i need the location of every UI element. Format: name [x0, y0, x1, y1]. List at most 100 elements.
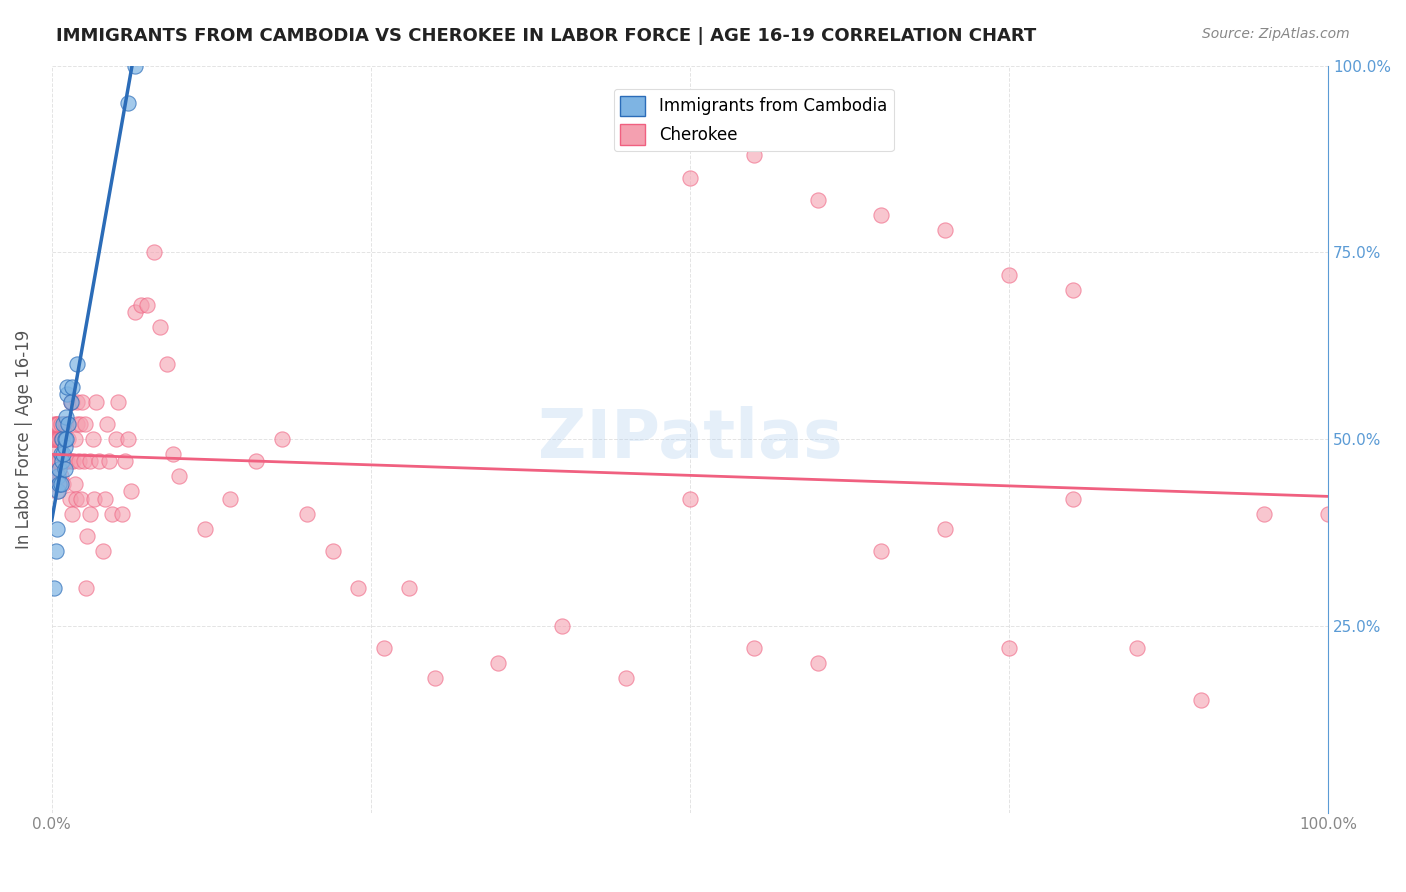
- Point: [79, 507, 101, 521]
- Point: [870, 544, 893, 558]
- Point: [998, 641, 1021, 656]
- Point: [149, 320, 172, 334]
- Point: [73, 417, 96, 431]
- Point: [44, 582, 66, 596]
- Point: [52, 432, 75, 446]
- Point: [42, 454, 65, 468]
- Point: [42, 469, 65, 483]
- Point: [42, 432, 65, 446]
- Point: [46, 417, 69, 431]
- Y-axis label: In Labor Force | Age 16-19: In Labor Force | Age 16-19: [15, 329, 32, 549]
- Point: [52, 447, 75, 461]
- Point: [48, 462, 70, 476]
- Point: [49, 417, 72, 431]
- Point: [742, 148, 765, 162]
- Point: [44, 469, 66, 483]
- Point: [806, 656, 828, 670]
- Text: R = 0.635   N = 26: R = 0.635 N = 26: [620, 98, 778, 116]
- Point: [398, 582, 420, 596]
- Point: [44, 417, 66, 431]
- Point: [742, 641, 765, 656]
- Point: [46, 484, 69, 499]
- Point: [129, 298, 152, 312]
- Point: [63, 476, 86, 491]
- Point: [104, 432, 127, 446]
- Point: [45, 462, 67, 476]
- Point: [53, 440, 76, 454]
- Text: Source: ZipAtlas.com: Source: ZipAtlas.com: [1202, 27, 1350, 41]
- Point: [219, 491, 242, 506]
- Point: [59, 394, 82, 409]
- Point: [72, 394, 94, 409]
- Point: [156, 357, 179, 371]
- Point: [69, 417, 91, 431]
- Point: [806, 193, 828, 207]
- Point: [998, 268, 1021, 282]
- Legend: Immigrants from Cambodia, Cherokee: Immigrants from Cambodia, Cherokee: [614, 89, 894, 152]
- Point: [94, 491, 117, 506]
- Point: [48, 476, 70, 491]
- Point: [45, 522, 67, 536]
- Point: [49, 476, 72, 491]
- Point: [117, 95, 139, 110]
- Point: [120, 484, 142, 499]
- Point: [44, 432, 66, 446]
- Point: [48, 432, 70, 446]
- Point: [58, 417, 80, 431]
- Point: [679, 170, 702, 185]
- Point: [124, 59, 146, 73]
- Point: [45, 454, 67, 468]
- Point: [45, 432, 67, 446]
- Point: [44, 447, 66, 461]
- Point: [53, 417, 76, 431]
- Point: [98, 454, 121, 468]
- Text: ZIPatlas: ZIPatlas: [537, 406, 842, 472]
- Point: [56, 454, 79, 468]
- Point: [70, 491, 93, 506]
- Point: [45, 432, 67, 446]
- Point: [49, 432, 72, 446]
- Text: IMMIGRANTS FROM CAMBODIA VS CHEROKEE IN LABOR FORCE | AGE 16-19 CORRELATION CHAR: IMMIGRANTS FROM CAMBODIA VS CHEROKEE IN …: [56, 27, 1036, 45]
- Point: [322, 544, 344, 558]
- Point: [270, 432, 292, 446]
- Point: [124, 305, 146, 319]
- Point: [56, 380, 79, 394]
- Point: [1062, 491, 1084, 506]
- Point: [46, 469, 69, 483]
- Point: [62, 454, 84, 468]
- Point: [59, 394, 82, 409]
- Point: [423, 671, 446, 685]
- Point: [58, 417, 80, 431]
- Point: [66, 417, 89, 431]
- Point: [1062, 283, 1084, 297]
- Point: [934, 522, 956, 536]
- Point: [934, 223, 956, 237]
- Point: [59, 454, 82, 468]
- Point: [1189, 693, 1212, 707]
- Point: [82, 432, 104, 446]
- Point: [86, 394, 108, 409]
- Point: [162, 447, 184, 461]
- Point: [63, 432, 86, 446]
- Point: [142, 245, 165, 260]
- Point: [65, 491, 87, 506]
- Point: [83, 491, 105, 506]
- Point: [51, 432, 73, 446]
- Point: [75, 582, 97, 596]
- Point: [1253, 507, 1275, 521]
- Point: [295, 507, 318, 521]
- Point: [59, 491, 82, 506]
- Point: [614, 671, 637, 685]
- Point: [56, 387, 79, 401]
- Point: [117, 432, 139, 446]
- Point: [1317, 507, 1340, 521]
- Point: [347, 582, 370, 596]
- Point: [49, 447, 72, 461]
- Point: [245, 454, 267, 468]
- Point: [51, 432, 73, 446]
- Point: [51, 454, 73, 468]
- Point: [96, 417, 118, 431]
- Point: [60, 394, 83, 409]
- Point: [114, 454, 136, 468]
- Point: [46, 432, 69, 446]
